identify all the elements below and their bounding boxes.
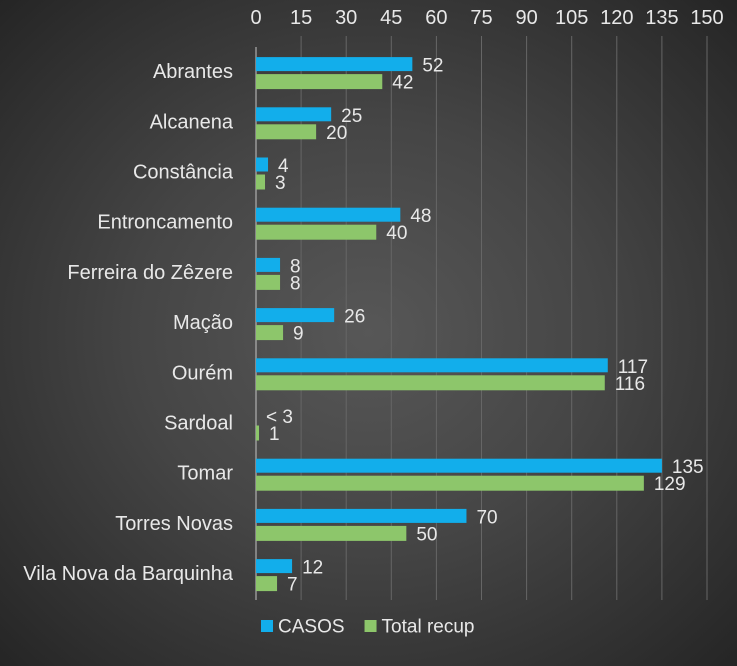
data-label-total-recup-macao: 9 (293, 324, 304, 345)
bar-total-recup-torres-novas (256, 525, 407, 541)
data-label-casos-entroncamento: 48 (410, 206, 431, 227)
bar-total-recup-constancia (256, 174, 266, 190)
data-label-casos-alcanena: 25 (341, 106, 362, 127)
bar-total-recup-abrantes (256, 74, 383, 90)
value-tick-label: 150 (690, 7, 723, 29)
data-label-casos-constancia: 4 (278, 156, 289, 177)
value-tick-label: 135 (645, 7, 678, 29)
data-label-casos-vila-nova-da-barquinha: 12 (302, 558, 323, 579)
legend-label-casos: CASOS (278, 617, 345, 638)
data-label-total-recup-vila-nova-da-barquinha: 7 (287, 575, 298, 596)
legend-swatch-total-recup (364, 620, 377, 632)
bar-casos-ourem (256, 358, 608, 373)
category-label-abrantes: Abrantes (153, 61, 233, 83)
value-axis-ticks: 0 15 30 45 60 75 90 105 120 135 150 (250, 7, 723, 29)
legend-label-total-recup: Total recup (382, 617, 475, 638)
value-tick-label: 45 (380, 7, 402, 29)
bar-casos-ferreira-do-zezere (256, 257, 281, 272)
value-tick-label: 0 (250, 7, 261, 29)
bar-casos-macao (256, 308, 335, 323)
bars (256, 57, 662, 592)
value-tick-label: 90 (515, 7, 537, 29)
bar-casos-abrantes (256, 57, 413, 72)
category-label-vila-nova-da-barquinha: Vila Nova da Barquinha (23, 563, 234, 585)
bar-total-recup-sardoal (256, 425, 260, 441)
category-label-alcanena: Alcanena (150, 111, 234, 133)
data-label-total-recup-tomar: 129 (654, 474, 686, 495)
bar-casos-vila-nova-da-barquinha (256, 559, 293, 574)
data-label-total-recup-torres-novas: 50 (416, 524, 437, 545)
bar-casos-alcanena (256, 107, 332, 122)
category-label-macao: Mação (173, 312, 233, 334)
bar-total-recup-alcanena (256, 124, 317, 140)
category-label-torres-novas: Torres Novas (115, 513, 233, 535)
data-label-casos-ourem: 117 (618, 357, 648, 378)
data-label-casos-ferreira-do-zezere: 8 (290, 256, 301, 277)
data-label-total-recup-alcanena: 20 (326, 123, 347, 144)
value-tick-label: 60 (425, 7, 447, 29)
bar-casos-constancia (256, 157, 269, 172)
bar-casos-entroncamento (256, 207, 401, 222)
value-tick-label: 75 (470, 7, 492, 29)
legend-swatch-casos (261, 620, 273, 632)
category-label-ourem: Ourém (172, 362, 233, 384)
category-label-constancia: Constância (133, 162, 234, 184)
bar-total-recup-tomar (256, 475, 644, 491)
category-axis: Abrantes Alcanena Constância Entroncamento F… (23, 61, 234, 585)
value-tick-label: 120 (600, 7, 633, 29)
data-label-casos-abrantes: 52 (422, 56, 443, 77)
data-label-total-recup-entroncamento: 40 (386, 223, 407, 244)
data-label-total-recup-abrantes: 42 (392, 73, 413, 94)
category-label-tomar: Tomar (177, 463, 233, 485)
category-label-entroncamento: Entroncamento (97, 212, 233, 234)
category-label-sardoal: Sardoal (164, 413, 233, 435)
bar-total-recup-macao (256, 325, 284, 341)
bar-total-recup-entroncamento (256, 224, 377, 240)
data-label-casos-tomar: 135 (672, 457, 704, 478)
data-label-casos-macao: 26 (344, 307, 365, 328)
data-label-total-recup-constancia: 3 (275, 173, 286, 194)
bar-casos-tomar (256, 458, 662, 473)
bar-total-recup-ferreira-do-zezere (256, 274, 281, 290)
data-label-casos-sardoal: < 3 (266, 407, 293, 428)
data-label-total-recup-sardoal: 1 (269, 424, 280, 445)
data-label-casos-torres-novas: 70 (476, 507, 497, 528)
value-tick-label: 15 (290, 7, 312, 29)
bar-total-recup-ourem (256, 375, 605, 391)
bar-total-recup-vila-nova-da-barquinha (256, 576, 278, 592)
value-tick-label: 105 (555, 7, 588, 29)
bar-casos-torres-novas (256, 508, 467, 523)
value-tick-label: 30 (335, 7, 357, 29)
data-label-total-recup-ourem: 116 (615, 374, 645, 395)
data-label-total-recup-ferreira-do-zezere: 8 (290, 273, 301, 294)
legend: CASOS Total recup (261, 617, 474, 638)
category-label-ferreira-do-zezere: Ferreira do Zêzere (67, 262, 233, 284)
